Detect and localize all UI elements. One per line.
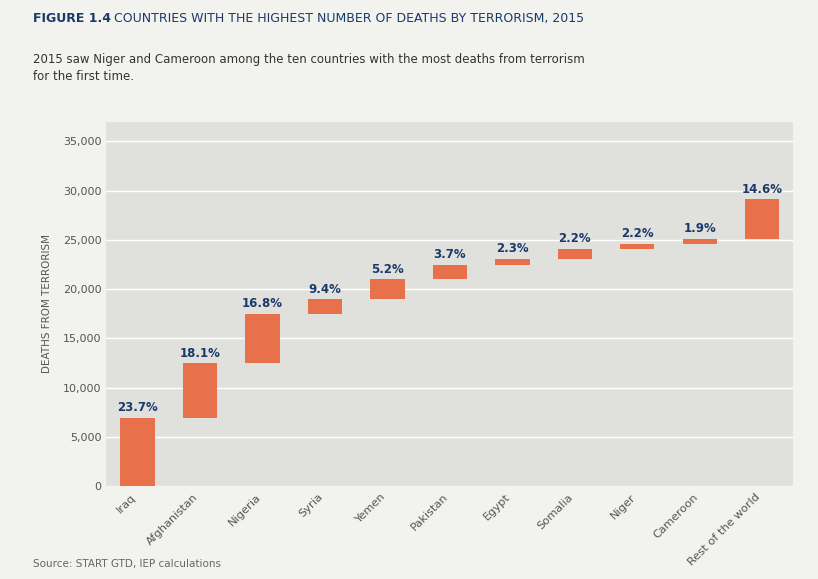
Text: 2.2%: 2.2% [621, 228, 654, 240]
Text: 1.9%: 1.9% [683, 222, 716, 236]
Bar [682, 239, 717, 244]
Text: 9.4%: 9.4% [308, 283, 341, 296]
Text: 2015 saw Niger and Cameroon among the ten countries with the most deaths from te: 2015 saw Niger and Cameroon among the te… [33, 53, 585, 83]
Text: 2.3%: 2.3% [496, 242, 528, 255]
Text: COUNTRIES WITH THE HIGHEST NUMBER OF DEATHS BY TERRORISM, 2015: COUNTRIES WITH THE HIGHEST NUMBER OF DEA… [106, 12, 584, 24]
Text: 3.7%: 3.7% [434, 248, 466, 261]
Bar [371, 279, 405, 299]
Bar [620, 244, 654, 249]
Text: 2.2%: 2.2% [559, 232, 591, 245]
Bar [245, 314, 280, 363]
Text: 18.1%: 18.1% [180, 347, 221, 360]
Bar [120, 418, 155, 486]
Y-axis label: DEATHS FROM TERRORISM: DEATHS FROM TERRORISM [42, 234, 52, 373]
Bar [183, 363, 218, 418]
Bar [308, 299, 342, 314]
Bar [495, 259, 529, 265]
Text: Source: START GTD, IEP calculations: Source: START GTD, IEP calculations [33, 559, 221, 569]
Text: FIGURE 1.4: FIGURE 1.4 [33, 12, 110, 24]
Text: 14.6%: 14.6% [742, 183, 783, 196]
Text: 5.2%: 5.2% [371, 263, 404, 276]
Bar [745, 200, 780, 239]
Text: 23.7%: 23.7% [117, 401, 158, 415]
Bar [433, 265, 467, 279]
Text: 16.8%: 16.8% [242, 298, 283, 310]
Bar [558, 249, 592, 259]
